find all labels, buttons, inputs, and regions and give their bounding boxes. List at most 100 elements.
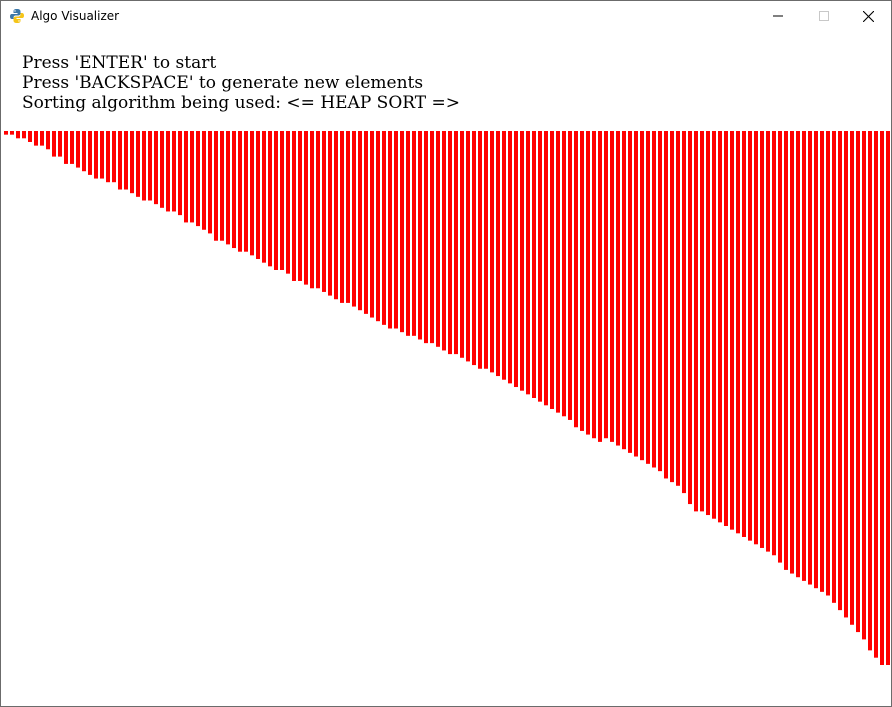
array-bar [328, 131, 332, 296]
array-bar [346, 131, 350, 303]
array-bar [670, 131, 674, 483]
array-bar [778, 131, 782, 563]
array-bar [118, 131, 122, 190]
array-bar [310, 131, 314, 289]
array-bar [262, 131, 266, 263]
array-bar [16, 131, 20, 139]
start-instruction: Press 'ENTER' to start [22, 53, 217, 73]
array-bar [4, 131, 8, 135]
title-bar[interactable]: Algo Visualizer [1, 1, 891, 31]
array-bar [820, 131, 824, 592]
array-bar [406, 131, 410, 336]
array-bar [364, 131, 368, 314]
array-bar [442, 131, 446, 351]
array-bar [352, 131, 356, 307]
array-bar [664, 131, 668, 479]
array-bar [136, 131, 140, 197]
array-bar [868, 131, 872, 651]
array-bar [688, 131, 692, 505]
array-bar [484, 131, 488, 369]
array-bar [208, 131, 212, 234]
array-bar [628, 131, 632, 453]
array-bar [196, 131, 200, 227]
array-bar [70, 131, 74, 164]
array-bar [796, 131, 800, 578]
array-bar [490, 131, 494, 373]
window-title: Algo Visualizer [31, 9, 120, 23]
array-bar [166, 131, 170, 212]
array-bar [676, 131, 680, 486]
close-icon [862, 10, 874, 22]
array-bar [94, 131, 98, 179]
array-bar [370, 131, 374, 318]
array-bar [538, 131, 542, 402]
array-bar [460, 131, 464, 358]
array-bar [334, 131, 338, 300]
array-bar [496, 131, 500, 377]
array-bar [874, 131, 878, 658]
array-bar [358, 131, 362, 311]
array-bar [64, 131, 68, 164]
array-bar [466, 131, 470, 362]
array-bar [34, 131, 38, 146]
array-bar [550, 131, 554, 409]
array-bar [28, 131, 32, 142]
array-bar [556, 131, 560, 413]
array-bar [814, 131, 818, 589]
array-bar [562, 131, 566, 417]
array-bar [544, 131, 548, 406]
array-bar [694, 131, 698, 512]
array-bar [52, 131, 56, 157]
array-bar [520, 131, 524, 391]
array-bar [862, 131, 866, 640]
close-button[interactable] [845, 1, 891, 31]
array-bar [772, 131, 776, 556]
array-bar [214, 131, 218, 241]
array-bar [604, 131, 608, 439]
array-bar [454, 131, 458, 355]
array-bar [274, 131, 278, 270]
visualizer-canvas[interactable]: Press 'ENTER' to start Press 'BACKSPACE'… [2, 32, 890, 706]
algorithm-label: Sorting algorithm being used: <= HEAP SO… [22, 93, 460, 113]
maximize-button[interactable] [801, 1, 847, 31]
array-bar [130, 131, 134, 194]
array-bar [598, 131, 602, 442]
array-bar [580, 131, 584, 431]
array-bar [256, 131, 260, 260]
array-bar [508, 131, 512, 384]
array-bar [634, 131, 638, 457]
array-bar [682, 131, 686, 494]
array-bar [712, 131, 716, 519]
array-bar [706, 131, 710, 516]
array-bar [148, 131, 152, 201]
array-bar [184, 131, 188, 223]
array-bar [142, 131, 146, 201]
array-bar [616, 131, 620, 446]
array-bar [46, 131, 50, 150]
array-bar [610, 131, 614, 442]
array-bar [382, 131, 386, 325]
array-bar [850, 131, 854, 625]
array-bar [514, 131, 518, 388]
array-bar [286, 131, 290, 274]
array-bar [10, 131, 14, 135]
array-bar [724, 131, 728, 527]
array-bar [244, 131, 248, 252]
minimize-button[interactable] [755, 1, 801, 31]
array-bar [592, 131, 596, 439]
array-bar [280, 131, 284, 270]
array-bar [22, 131, 26, 139]
array-bar [880, 131, 884, 665]
array-bar [88, 131, 92, 175]
array-bar [340, 131, 344, 303]
maximize-icon [819, 11, 829, 21]
array-bar [412, 131, 416, 336]
array-bar [622, 131, 626, 450]
array-bar [760, 131, 764, 548]
array-bar [322, 131, 326, 292]
array-bar [748, 131, 752, 541]
array-bar [658, 131, 662, 472]
array-bar [436, 131, 440, 347]
python-logo-icon [10, 9, 24, 23]
